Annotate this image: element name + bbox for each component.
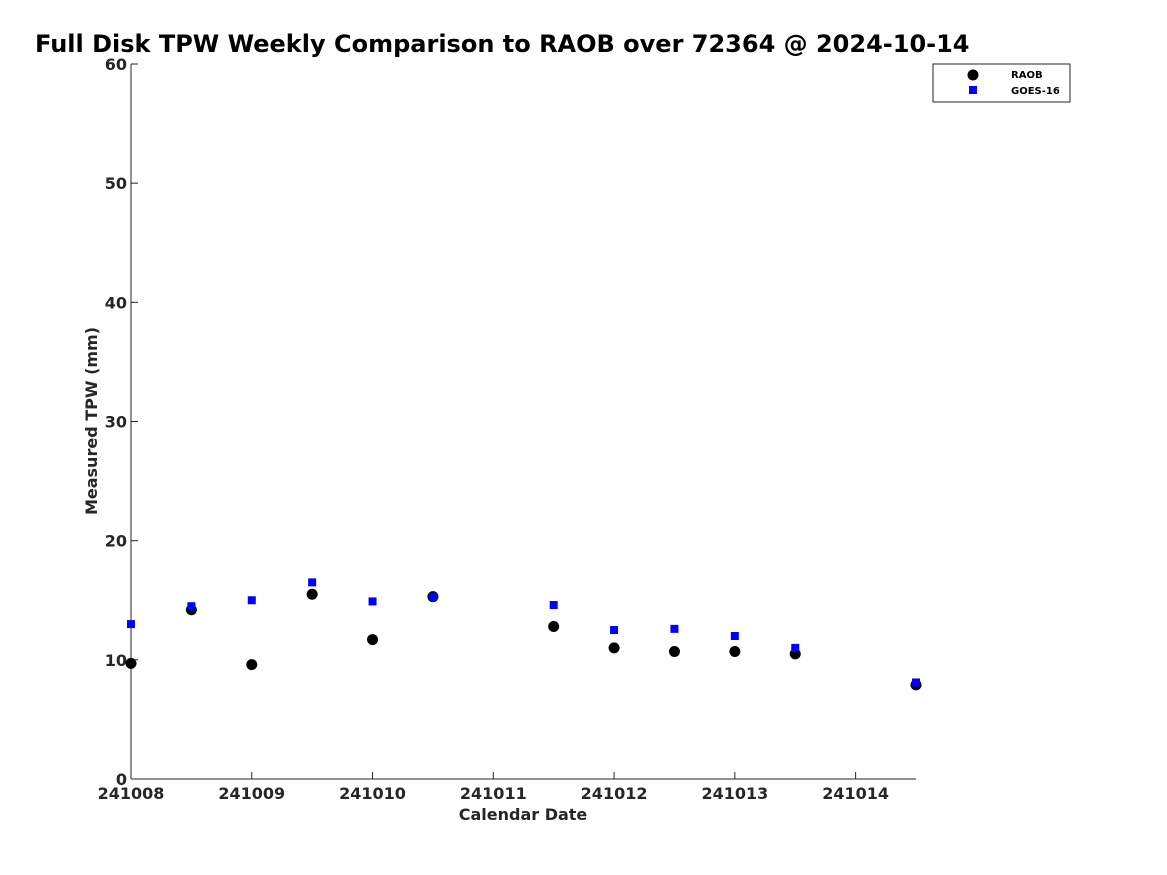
- x-tick-label: 241012: [581, 784, 648, 803]
- data-point-goes-16: [912, 678, 920, 687]
- x-axis-label: Calendar Date: [459, 805, 588, 824]
- y-tick-label: 30: [105, 413, 127, 432]
- plot-area: [130, 64, 916, 780]
- legend-label-goes-16: GOES-16: [1011, 86, 1060, 97]
- data-point-raob: [367, 634, 379, 646]
- data-point-goes-16: [610, 626, 619, 635]
- y-tick-label: 0: [116, 770, 127, 789]
- data-point-goes-16: [187, 602, 196, 611]
- x-tick-label: 241010: [339, 784, 406, 803]
- legend-label-raob: RAOB: [1011, 70, 1043, 81]
- y-tick-label: 60: [105, 55, 127, 74]
- x-tick-label: 241014: [822, 784, 889, 803]
- chart-title: Full Disk TPW Weekly Comparison to RAOB …: [35, 30, 970, 58]
- data-point-goes-16: [247, 596, 256, 605]
- x-tick-label: 241009: [218, 784, 285, 803]
- legend-box: [932, 63, 1071, 103]
- data-point-goes-16: [791, 643, 800, 652]
- data-point-goes-16: [670, 624, 679, 633]
- y-tick-label: 10: [105, 651, 127, 670]
- data-point-raob: [729, 645, 741, 657]
- data-point-goes-16: [368, 597, 377, 606]
- data-point-goes-16: [308, 578, 317, 587]
- x-ticks: 241008 241009 241010 241011 241012 241013 2410…: [98, 772, 889, 803]
- data-point-raob: [608, 642, 620, 654]
- x-tick-label: 241008: [98, 784, 165, 803]
- data-marks: [125, 578, 922, 691]
- y-tick-label: 40: [105, 293, 127, 312]
- y-ticks: 0 10 20 30 40 50 60: [105, 55, 138, 789]
- data-point-raob: [125, 657, 137, 669]
- data-point-goes-16: [730, 632, 739, 640]
- x-tick-label: 241011: [460, 784, 527, 803]
- legend-marker-raob: [967, 69, 979, 81]
- legend: RAOB GOES-16: [932, 63, 1071, 103]
- y-tick-label: 50: [105, 174, 127, 193]
- data-point-goes-16: [549, 601, 558, 610]
- data-point-raob: [548, 620, 560, 632]
- legend-marker-goes-16: [969, 86, 977, 94]
- y-tick-label: 20: [105, 532, 127, 551]
- data-point-raob: [246, 659, 258, 671]
- data-point-goes-16: [428, 592, 437, 601]
- data-point-raob: [306, 588, 318, 600]
- data-point-raob: [668, 645, 680, 657]
- x-tick-label: 241013: [701, 784, 768, 803]
- data-point-goes-16: [127, 620, 135, 629]
- y-axis-label: Measured TPW (mm): [82, 327, 101, 515]
